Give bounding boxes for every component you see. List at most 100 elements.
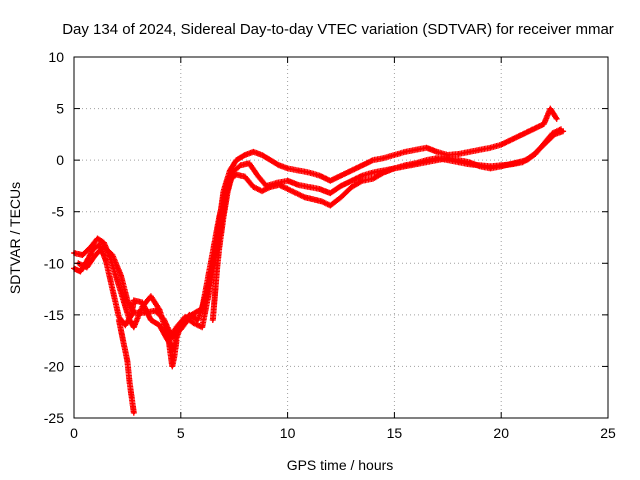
data-point: [219, 230, 223, 234]
data-point: [168, 349, 172, 353]
axes: [73, 56, 609, 419]
data-point: [121, 297, 125, 301]
series-sat-d: [115, 317, 137, 416]
y-tick-label: -15: [44, 307, 64, 323]
data-point: [132, 298, 136, 302]
data-point: [209, 261, 213, 265]
data-point: [102, 245, 106, 249]
x-axis-label: GPS time / hours: [287, 457, 394, 473]
data-point: [467, 160, 471, 164]
data-point: [269, 185, 273, 189]
data-point: [102, 241, 106, 245]
data-point: [119, 274, 123, 278]
data-point: [95, 237, 99, 241]
grid-lines: [73, 56, 609, 419]
y-tick-label: -20: [44, 358, 64, 374]
data-point: [81, 253, 85, 257]
data-point: [424, 160, 428, 164]
data-point: [516, 160, 520, 164]
data-point: [123, 323, 127, 327]
data-point: [350, 185, 354, 189]
y-tick-label: -5: [52, 204, 65, 220]
data-point: [350, 168, 354, 172]
data-point: [311, 197, 315, 201]
y-tick-label: 10: [48, 49, 64, 65]
data-point: [286, 166, 290, 170]
data-point: [170, 336, 174, 340]
data-point: [104, 259, 108, 263]
series-sat-f: [209, 172, 236, 323]
data-point: [510, 138, 514, 142]
data-point: [239, 163, 243, 167]
data-point: [142, 311, 146, 315]
data-point: [251, 150, 255, 154]
chart-title: Day 134 of 2024, Sidereal Day-to-day VTE…: [62, 21, 614, 38]
data-point: [125, 359, 129, 363]
data-point: [140, 305, 144, 309]
data-point: [260, 189, 264, 193]
data-point: [196, 318, 200, 322]
data-point: [478, 148, 482, 152]
data-point: [371, 171, 375, 175]
data-point: [533, 152, 537, 156]
data-point: [234, 173, 238, 177]
data-point: [542, 142, 546, 146]
data-point: [392, 166, 396, 170]
data-point: [166, 333, 170, 337]
data-point: [222, 215, 226, 219]
data-point: [559, 127, 563, 131]
data-point: [277, 163, 281, 167]
data-point: [243, 175, 247, 179]
data-point: [446, 153, 450, 157]
data-point: [296, 168, 300, 172]
data-point: [115, 277, 119, 281]
data-point: [328, 179, 332, 183]
data-point: [149, 318, 153, 322]
data-point: [260, 153, 264, 157]
data-point: [525, 158, 529, 162]
data-point: [456, 158, 460, 162]
data-point: [192, 321, 196, 325]
y-axis-label: SDTVAR / TECUs: [7, 182, 23, 294]
data-point: [157, 308, 161, 312]
data-point: [303, 195, 307, 199]
data-point: [128, 380, 132, 384]
data-point: [217, 246, 221, 250]
data-point: [93, 253, 97, 257]
x-tick-label: 10: [280, 425, 296, 441]
data-point: [456, 152, 460, 156]
data-point: [132, 311, 136, 315]
y-tick-label: 5: [56, 101, 64, 117]
data-point: [189, 313, 193, 317]
data-point: [403, 150, 407, 154]
x-tick-label: 0: [70, 425, 78, 441]
data-point: [98, 243, 102, 247]
data-point: [339, 195, 343, 199]
data-point: [307, 171, 311, 175]
data-point: [110, 253, 114, 257]
data-point: [172, 354, 176, 358]
data-point: [339, 184, 343, 188]
data-point: [217, 215, 221, 219]
data-point: [264, 184, 268, 188]
data-point: [392, 153, 396, 157]
data-point: [256, 174, 260, 178]
data-point: [521, 132, 525, 136]
data-point: [286, 179, 290, 183]
data-point: [467, 150, 471, 154]
data-point: [296, 183, 300, 187]
data-series: [71, 105, 567, 416]
x-tick-label: 5: [177, 425, 185, 441]
data-point: [478, 164, 482, 168]
series-sat-c: [75, 126, 564, 341]
data-point: [328, 204, 332, 208]
data-point: [213, 292, 217, 296]
data-point: [414, 148, 418, 152]
data-point: [371, 158, 375, 162]
series-markers: [71, 105, 560, 354]
data-point: [128, 318, 132, 322]
data-point: [251, 185, 255, 189]
data-point: [234, 158, 238, 162]
x-tick-label: 20: [493, 425, 509, 441]
